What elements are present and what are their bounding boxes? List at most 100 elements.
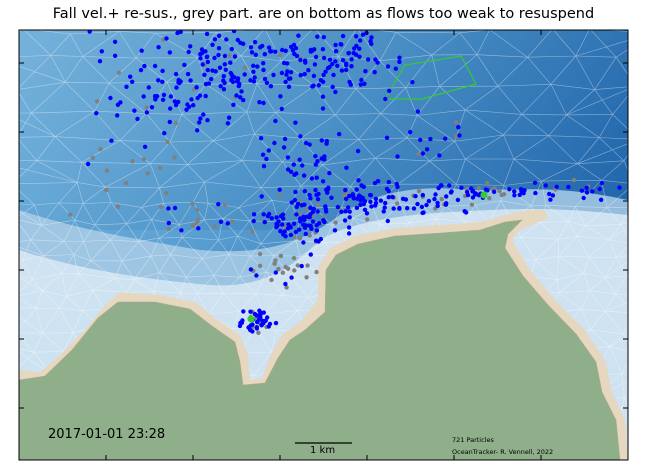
particle xyxy=(271,72,276,78)
particle xyxy=(617,185,622,190)
particle xyxy=(160,97,166,103)
particle xyxy=(335,63,340,68)
particle xyxy=(344,165,349,170)
particle xyxy=(278,229,283,234)
particle xyxy=(85,161,91,167)
particle xyxy=(198,56,203,61)
particle xyxy=(166,226,172,232)
particle xyxy=(257,263,263,268)
particle xyxy=(248,267,254,272)
particle xyxy=(302,58,308,63)
particle xyxy=(234,93,239,98)
particle xyxy=(357,54,362,59)
particle xyxy=(397,205,402,211)
particle xyxy=(485,188,490,193)
particle xyxy=(231,102,236,108)
particle xyxy=(108,95,113,101)
particle xyxy=(251,212,257,217)
particle xyxy=(352,46,357,51)
particle xyxy=(232,75,237,80)
particle xyxy=(418,137,423,143)
particle xyxy=(333,42,338,48)
particle xyxy=(312,47,317,52)
particle xyxy=(97,59,103,64)
map-frame xyxy=(18,29,629,461)
particle xyxy=(547,191,552,197)
particle xyxy=(309,176,315,181)
particle xyxy=(142,144,148,149)
particle xyxy=(597,186,602,192)
particle xyxy=(152,94,158,99)
particle xyxy=(491,189,497,194)
particle xyxy=(264,156,269,162)
particle xyxy=(375,60,380,65)
particle xyxy=(186,49,191,55)
particle xyxy=(295,263,300,268)
particle xyxy=(349,57,354,62)
particle xyxy=(457,133,462,138)
particle xyxy=(397,55,402,60)
release-point-icon xyxy=(480,191,488,199)
particle xyxy=(323,206,328,211)
particle xyxy=(321,35,326,40)
particle xyxy=(185,71,191,77)
particle xyxy=(426,198,432,204)
particle xyxy=(317,221,322,226)
particle xyxy=(286,84,292,90)
particle xyxy=(313,54,319,60)
particle xyxy=(293,229,299,235)
particle xyxy=(346,225,352,230)
particle xyxy=(280,270,285,275)
particle xyxy=(278,253,284,259)
particle xyxy=(408,129,413,135)
particle xyxy=(339,209,344,214)
particle xyxy=(395,184,400,190)
particle xyxy=(262,52,267,57)
particle xyxy=(339,42,344,47)
particle xyxy=(160,79,165,85)
particle xyxy=(268,49,273,54)
particle xyxy=(327,170,332,176)
particle xyxy=(282,136,288,142)
particle xyxy=(283,48,288,53)
particle xyxy=(232,54,238,59)
particle xyxy=(135,116,140,122)
particle xyxy=(285,155,291,160)
particle-count: 721 Particles xyxy=(452,436,494,444)
particle xyxy=(331,72,336,78)
particle xyxy=(550,193,556,198)
particle xyxy=(302,71,307,77)
particle xyxy=(250,229,255,234)
particle xyxy=(165,139,170,145)
particle xyxy=(315,197,321,202)
particle xyxy=(329,195,334,200)
particle xyxy=(413,194,418,199)
particle xyxy=(346,231,352,236)
particle xyxy=(229,46,234,52)
particle xyxy=(226,115,232,120)
particle xyxy=(368,193,373,198)
particle xyxy=(584,185,589,190)
particle xyxy=(172,205,178,211)
particle xyxy=(390,194,395,200)
particle xyxy=(347,215,352,220)
particle xyxy=(156,45,161,50)
particle xyxy=(218,219,224,224)
particle xyxy=(543,183,548,188)
particle xyxy=(90,155,96,160)
particle xyxy=(343,209,348,214)
particle xyxy=(252,311,258,317)
particle xyxy=(361,184,366,189)
particle xyxy=(273,49,278,54)
particle xyxy=(179,228,184,233)
particle xyxy=(301,240,306,245)
particle xyxy=(235,37,240,43)
particle xyxy=(454,120,459,125)
particle xyxy=(234,79,240,84)
particle xyxy=(252,39,258,45)
particle xyxy=(299,203,304,208)
particle xyxy=(261,212,266,217)
particle xyxy=(319,138,324,143)
particle xyxy=(115,204,121,209)
particle xyxy=(302,189,307,194)
